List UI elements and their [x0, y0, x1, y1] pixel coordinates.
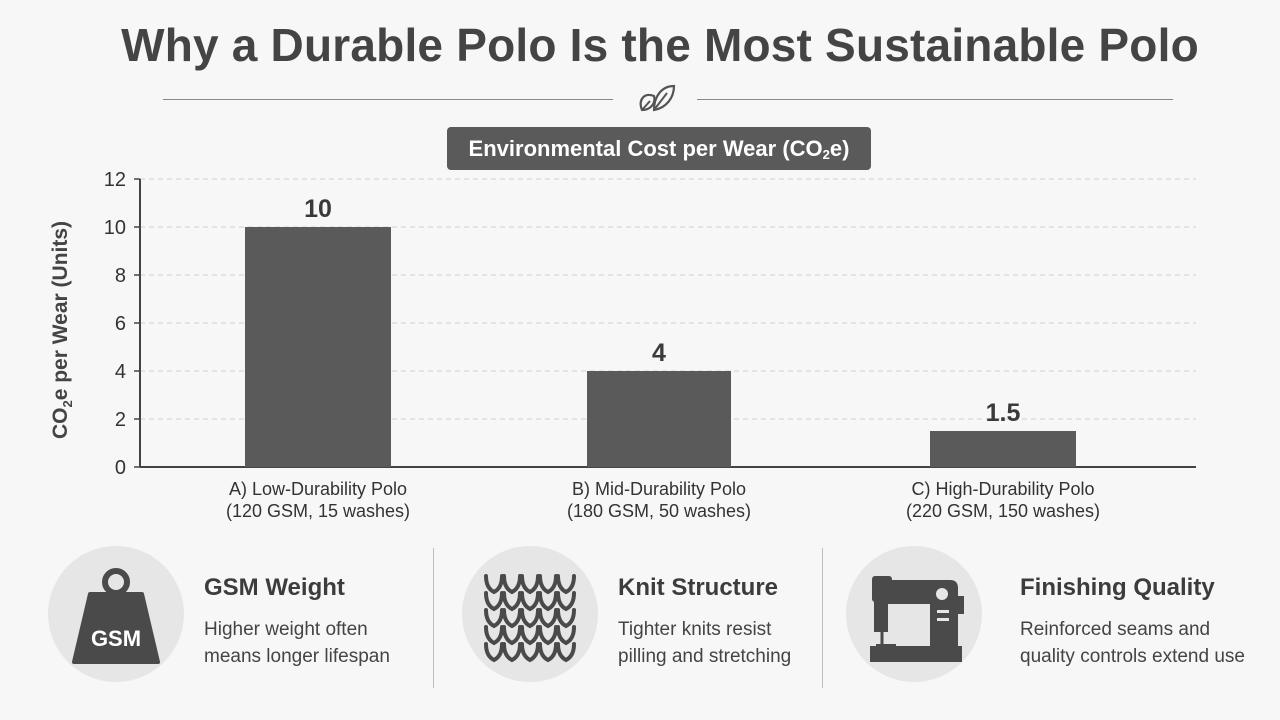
- bar-value-label: 1.5: [986, 399, 1021, 427]
- page-title: Why a Durable Polo Is the Most Sustainab…: [121, 19, 1199, 71]
- y-tick-label: 6: [115, 313, 126, 335]
- x-tick-label: C) High-Durability Polo (220 GSM, 150 was…: [873, 478, 1133, 522]
- knit-stitches: [484, 574, 576, 662]
- feature-desc-line: pilling and stretching: [618, 646, 792, 667]
- x-tick-label-line: C) High-Durability Polo: [911, 479, 1095, 499]
- x-tick-label-line: (220 GSM, 150 washes): [905, 501, 1101, 521]
- bar-value-label: 4: [652, 339, 666, 367]
- bar: [930, 431, 1076, 467]
- x-tick-label-line: (180 GSM, 50 washes): [566, 501, 752, 521]
- feature-desc-gsm: Higher weight often means longer lifespa…: [204, 616, 390, 670]
- title-divider-right: [697, 99, 1173, 100]
- y-tick-label: 4: [115, 361, 126, 383]
- bar-value-label: 10: [304, 195, 332, 223]
- x-tick-label: B) Mid-Durability Polo (180 GSM, 50 washe…: [529, 478, 789, 522]
- weight-icon: GSM: [72, 568, 160, 664]
- feature-title-finishing: Finishing Quality: [1020, 574, 1215, 601]
- feature-desc-line: Higher weight often: [204, 619, 368, 640]
- y-tick-label: 12: [104, 169, 126, 191]
- feature-desc-line: Reinforced seams and: [1020, 619, 1211, 640]
- y-tick-label: 8: [115, 265, 126, 287]
- chart-title-text: Environmental Cost per Wear (CO2e): [468, 136, 850, 162]
- weight-icon-badge: GSM: [48, 546, 184, 682]
- knit-icon-badge: [462, 546, 598, 682]
- bar-chart: 0 2 4 6 8 10 12 10 4 1.5: [104, 169, 1196, 479]
- leaf-icon: [639, 84, 676, 112]
- y-tick-label: 0: [115, 457, 126, 479]
- sewing-machine-icon-badge: [846, 546, 982, 682]
- feature-separator: [433, 548, 434, 688]
- feature-title-knit: Knit Structure: [618, 574, 779, 601]
- feature-desc-knit: Tighter knits resist pilling and stretch…: [618, 616, 791, 670]
- chart-title: Environmental Cost per Wear (CO2e): [447, 127, 871, 170]
- x-tick-label-line: A) Low-Durability Polo: [228, 479, 408, 499]
- feature-desc-line: quality controls extend use: [1020, 646, 1245, 667]
- sewing-machine-icon: [870, 576, 964, 662]
- feature-desc-finishing: Reinforced seams and quality controls ex…: [1020, 616, 1245, 670]
- feature-desc-line: Tighter knits resist: [618, 619, 772, 640]
- x-tick-label-line: B) Mid-Durability Polo: [571, 479, 747, 499]
- y-tick-label: 2: [115, 409, 126, 431]
- bar: [245, 227, 391, 467]
- feature-title-gsm: GSM Weight: [204, 574, 345, 601]
- x-tick-label-line: (120 GSM, 15 washes): [225, 501, 411, 521]
- knit-icon: [484, 574, 576, 662]
- bar: [587, 371, 731, 467]
- weight-icon-text: GSM: [91, 626, 141, 651]
- title-divider-left: [163, 99, 613, 100]
- y-tick-label: 10: [104, 217, 126, 239]
- feature-separator: [822, 548, 823, 688]
- feature-desc-line: means longer lifespan: [204, 646, 390, 667]
- x-tick-label: A) Low-Durability Polo (120 GSM, 15 washe…: [188, 478, 448, 522]
- feature-panel: GSM GSM Weight Higher weight often means…: [0, 540, 1280, 700]
